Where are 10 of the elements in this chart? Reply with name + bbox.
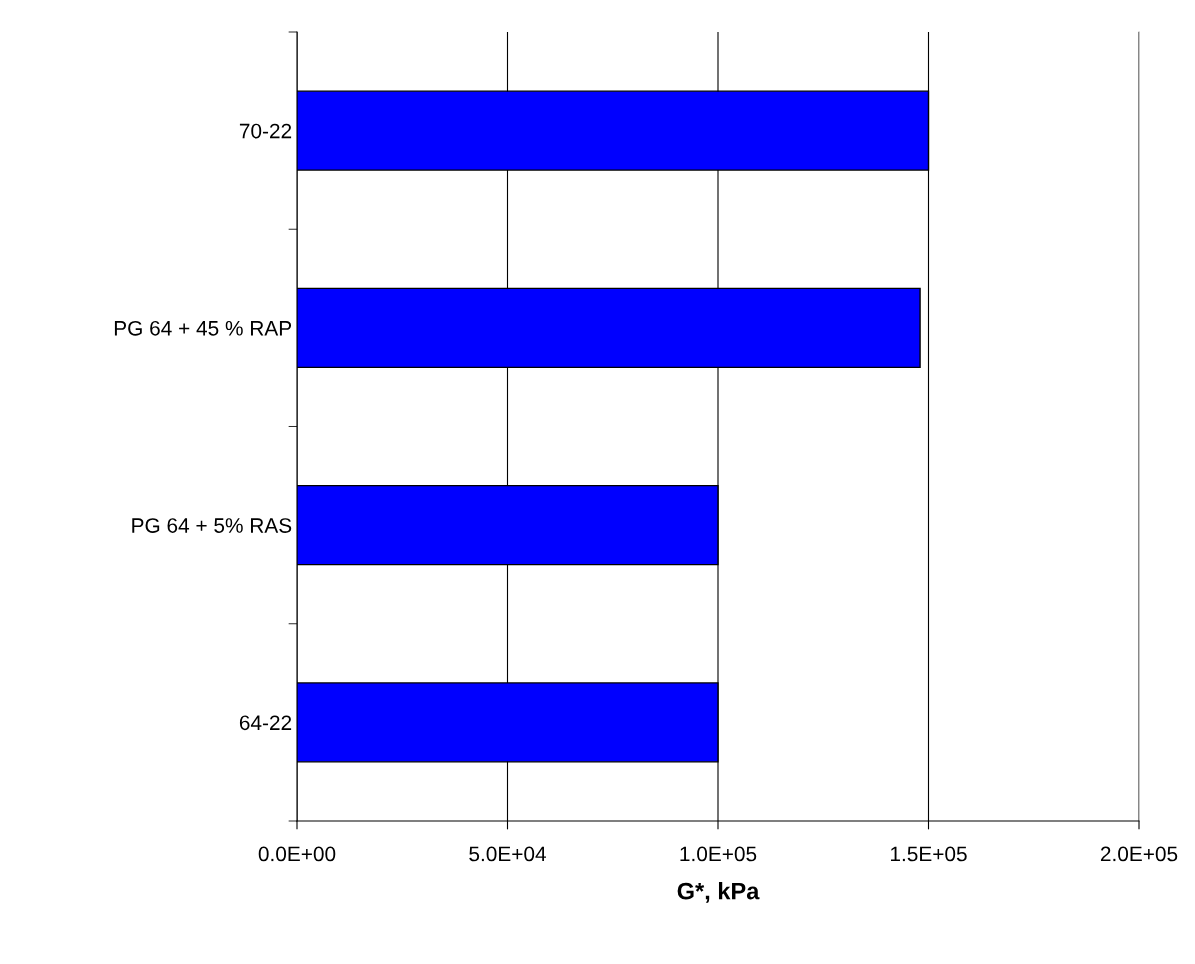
y-tick-label: 64-22 [239, 715, 292, 731]
x-tick-label: 2.0E+05 [1100, 846, 1178, 862]
y-tick-label: PG 64 + 5% RAS [132, 518, 292, 533]
x-tick-label: 5.0E+04 [469, 846, 546, 862]
x-tick-label: 1.0E+05 [680, 846, 757, 862]
x-tick-label: 0.0E+00 [258, 846, 336, 862]
y-tick-label: PG 64 + 45 % RAP [114, 320, 292, 336]
y-tick-label: 70-22 [239, 123, 292, 139]
x-tick-label: 1.5E+05 [890, 846, 967, 862]
x-axis-title: G*, kPa [677, 882, 760, 903]
